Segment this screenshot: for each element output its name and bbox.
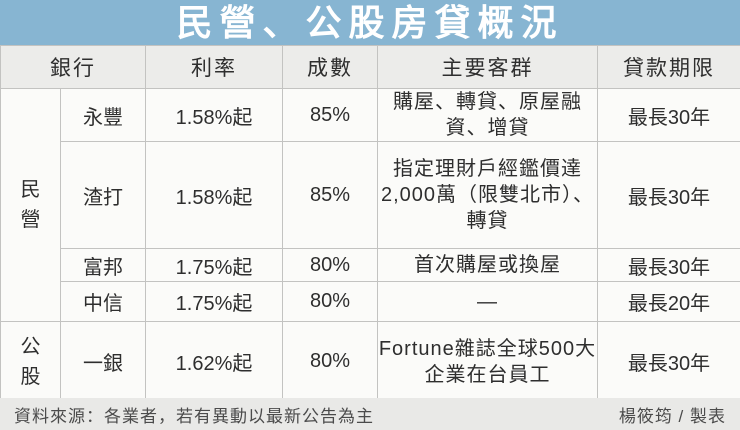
col-header-bank: 銀行	[0, 45, 146, 89]
table-row: 民營 永豐 1.58%起 85% 購屋、轉貸、原屋融資、增貸 最長30年	[0, 88, 740, 322]
col-header-rate: 利率	[145, 45, 283, 89]
table-row: 渣打 1.58%起 85% 指定理財戶經鑑價達2,000萬（限雙北市）、轉貸 最…	[1, 141, 740, 249]
col-header-customers: 主要客群	[377, 45, 598, 89]
customers-cell: 首次購屋或換屋	[377, 248, 598, 282]
credit-note: 楊筱筠 / 製表	[618, 406, 726, 426]
term-cell: 最長20年	[597, 281, 740, 322]
ltv-cell: 80%	[282, 281, 378, 322]
rate-cell: 1.75%起	[145, 248, 283, 282]
ltv-cell: 80%	[282, 321, 378, 402]
group-cell-public: 公股	[0, 321, 61, 402]
rate-cell: 1.62%起	[145, 321, 283, 402]
rate-cell: 1.58%起	[145, 141, 283, 249]
group-label: 公股	[20, 335, 41, 388]
customers-cell: 指定理財戶經鑑價達2,000萬（限雙北市）、轉貸	[377, 141, 598, 249]
customers-cell: —	[377, 281, 598, 322]
term-cell: 最長30年	[597, 88, 740, 142]
ltv-cell: 85%	[282, 88, 378, 142]
group-cell-private: 民營	[0, 88, 61, 322]
table-row: 公股 一銀 1.62%起 80% Fortune雜誌全球500大企業在台員工 最…	[0, 321, 740, 402]
title-bar: 民營、公股房貸概況	[0, 0, 740, 45]
bank-cell: 富邦	[60, 248, 146, 282]
bank-cell: 中信	[60, 281, 146, 322]
bank-cell: 一銀	[60, 321, 146, 402]
table-row: 富邦 1.75%起 80% 首次購屋或換屋 最長30年	[1, 248, 740, 282]
rate-cell: 1.75%起	[145, 281, 283, 322]
ltv-cell: 80%	[282, 248, 378, 282]
footer: 資料來源：各業者，若有異動以最新公告為主 楊筱筠 / 製表	[0, 398, 740, 430]
bank-cell: 永豐	[60, 88, 146, 142]
header-row: 銀行 利率 成數 主要客群 貸款期限	[0, 45, 740, 89]
term-cell: 最長30年	[597, 321, 740, 402]
customers-cell: 購屋、轉貸、原屋融資、增貸	[377, 88, 598, 142]
rate-cell: 1.58%起	[145, 88, 283, 142]
source-note: 資料來源：各業者，若有異動以最新公告為主	[14, 406, 374, 426]
col-header-term: 貸款期限	[597, 45, 740, 89]
table-row: 中信 1.75%起 80% — 最長20年	[1, 281, 740, 322]
bank-cell: 渣打	[60, 141, 146, 249]
page-title: 民營、公股房貸概況	[176, 1, 564, 43]
group-label: 民營	[20, 179, 41, 231]
term-cell: 最長30年	[597, 141, 740, 249]
term-cell: 最長30年	[597, 248, 740, 282]
mortgage-table: 銀行 利率 成數 主要客群 貸款期限 民營 永豐 1.58%起 85% 購屋、轉…	[0, 45, 740, 402]
customers-cell: Fortune雜誌全球500大企業在台員工	[377, 321, 598, 402]
col-header-ltv: 成數	[282, 45, 378, 89]
ltv-cell: 85%	[282, 141, 378, 249]
